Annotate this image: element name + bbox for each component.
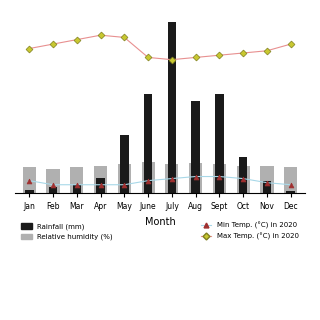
Legend: Rainfall (mm), Relative humidity (%): Rainfall (mm), Relative humidity (%) bbox=[19, 221, 116, 243]
Bar bbox=[237, 165, 250, 193]
Bar bbox=[141, 162, 155, 193]
Bar bbox=[189, 163, 202, 193]
Bar bbox=[49, 188, 57, 193]
Bar bbox=[94, 165, 107, 193]
Bar bbox=[23, 167, 36, 193]
Bar bbox=[73, 185, 81, 193]
Bar bbox=[215, 94, 224, 193]
Bar bbox=[25, 189, 34, 193]
Bar bbox=[263, 180, 271, 193]
Bar bbox=[120, 135, 129, 193]
Bar bbox=[284, 167, 297, 193]
Bar bbox=[239, 157, 247, 193]
Bar bbox=[191, 100, 200, 193]
Bar bbox=[260, 166, 274, 193]
Bar bbox=[70, 167, 83, 193]
Bar bbox=[165, 164, 179, 193]
Bar bbox=[144, 94, 152, 193]
Bar bbox=[286, 191, 295, 193]
Bar bbox=[213, 164, 226, 193]
X-axis label: Month: Month bbox=[145, 217, 175, 227]
Legend: Min Temp. (°C) in 2020, Max Temp. (°C) in 2020: Min Temp. (°C) in 2020, Max Temp. (°C) i… bbox=[198, 220, 301, 243]
Bar bbox=[96, 178, 105, 193]
Bar bbox=[118, 164, 131, 193]
Bar bbox=[168, 22, 176, 193]
Bar bbox=[46, 169, 60, 193]
